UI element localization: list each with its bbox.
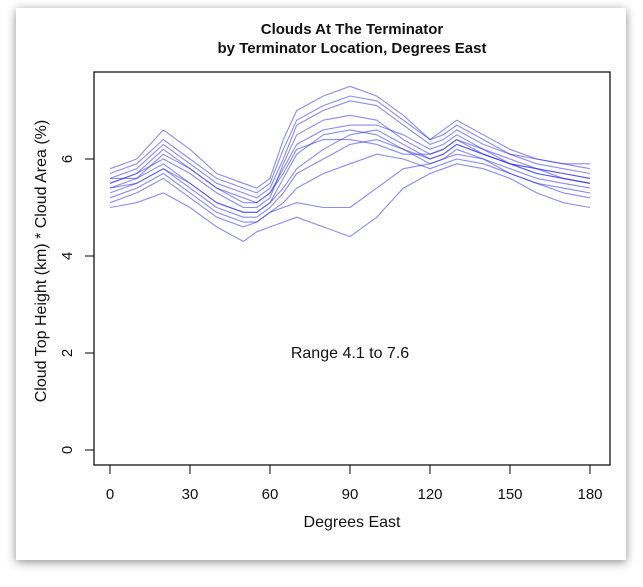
y-tick-label-4: 4 (59, 252, 76, 260)
y-axis: 0 2 4 6 (59, 155, 95, 454)
x-axis-label: Degrees East (304, 514, 401, 531)
chart-subtitle: by Terminator Location, Degrees East (218, 40, 487, 57)
y-tick-label-2: 2 (59, 349, 76, 357)
x-tick-label-120: 120 (417, 486, 442, 503)
y-axis-label: Cloud Top Height (km) * Cloud Area (%) (33, 120, 50, 403)
series-line-4 (109, 85, 590, 189)
series-line-6 (109, 114, 591, 209)
series-line-3 (109, 153, 591, 228)
x-tick-label-30: 30 (182, 486, 199, 503)
series-line-7 (109, 139, 591, 218)
plot-area-border (93, 71, 611, 466)
series-line-8 (109, 95, 591, 194)
series-line-12 (109, 139, 591, 204)
series-line-9 (109, 153, 591, 223)
y-tick-label-6: 6 (59, 155, 76, 163)
chart-title: Clouds At The Terminator (261, 21, 444, 38)
x-tick-label-60: 60 (262, 486, 279, 503)
x-axis: 0 30 60 90 120 150 180 (106, 464, 603, 503)
series-group (109, 85, 591, 242)
line-chart: Clouds At The Terminator by Terminator L… (33, 21, 611, 531)
series-line-2 (109, 100, 591, 199)
series-line-5 (109, 163, 591, 242)
chart-frame: Clouds At The Terminator by Terminator L… (16, 8, 626, 560)
x-tick-label-90: 90 (342, 486, 359, 503)
y-tick-label-0: 0 (59, 446, 76, 454)
x-tick-label-0: 0 (106, 486, 114, 503)
range-annotation: Range 4.1 to 7.6 (291, 345, 409, 362)
x-tick-label-180: 180 (577, 486, 602, 503)
x-tick-label-150: 150 (497, 486, 522, 503)
